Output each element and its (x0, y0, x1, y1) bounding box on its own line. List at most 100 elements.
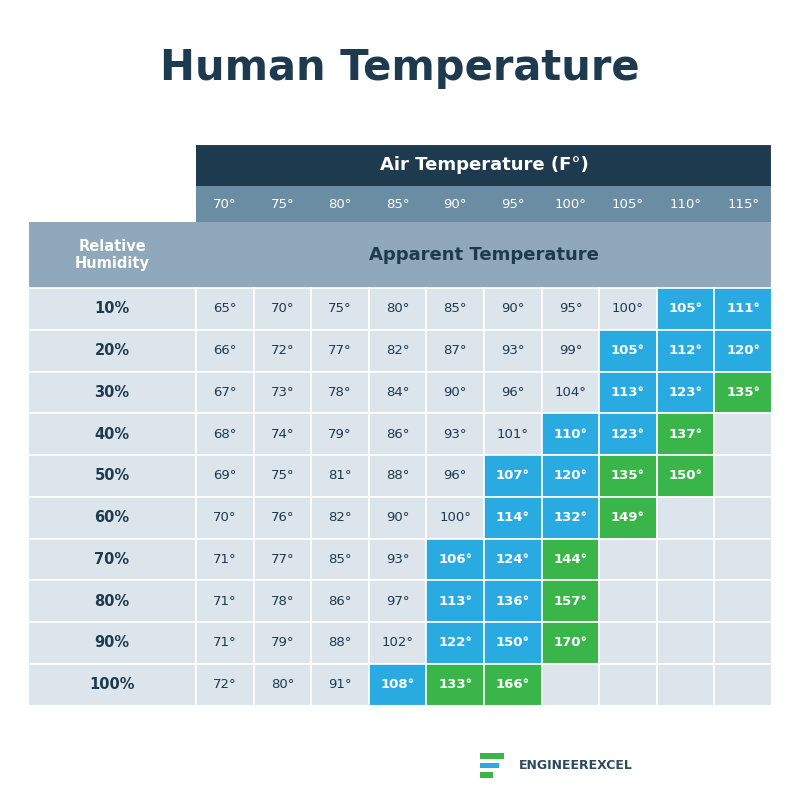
Text: 132°: 132° (554, 511, 587, 524)
Text: 75°: 75° (270, 470, 294, 482)
Text: 95°: 95° (558, 302, 582, 315)
Text: 75°: 75° (328, 302, 352, 315)
Text: 80°: 80° (328, 198, 352, 210)
Text: 150°: 150° (669, 470, 702, 482)
Text: ENGINEEREXCEL: ENGINEEREXCEL (518, 759, 632, 772)
Text: 67°: 67° (213, 386, 237, 399)
Text: 99°: 99° (558, 344, 582, 357)
Text: 77°: 77° (270, 553, 294, 566)
Text: 74°: 74° (270, 428, 294, 441)
Text: 137°: 137° (669, 428, 702, 441)
Text: 97°: 97° (386, 594, 410, 608)
Text: 87°: 87° (443, 344, 467, 357)
Text: 93°: 93° (386, 553, 410, 566)
Text: 70°: 70° (213, 198, 237, 210)
Text: 77°: 77° (328, 344, 352, 357)
Text: 101°: 101° (497, 428, 529, 441)
Text: 170°: 170° (554, 637, 587, 650)
Text: 100%: 100% (90, 678, 134, 692)
Text: 100°: 100° (439, 511, 471, 524)
Text: 71°: 71° (213, 594, 237, 608)
Text: 100°: 100° (554, 198, 586, 210)
Text: 69°: 69° (213, 470, 237, 482)
Text: 88°: 88° (386, 470, 410, 482)
Text: 78°: 78° (328, 386, 352, 399)
Text: Air Temperature (F°): Air Temperature (F°) (380, 156, 588, 174)
Text: 133°: 133° (438, 678, 472, 691)
Text: 85°: 85° (386, 198, 410, 210)
Text: 136°: 136° (496, 594, 530, 608)
Text: 72°: 72° (213, 678, 237, 691)
Text: 85°: 85° (443, 302, 467, 315)
Text: 124°: 124° (496, 553, 530, 566)
Text: 76°: 76° (270, 511, 294, 524)
Text: 90°: 90° (443, 198, 467, 210)
Text: 102°: 102° (382, 637, 414, 650)
Text: 144°: 144° (554, 553, 587, 566)
Text: 85°: 85° (328, 553, 352, 566)
Text: 82°: 82° (328, 511, 352, 524)
Text: 90°: 90° (501, 302, 525, 315)
Text: 149°: 149° (611, 511, 645, 524)
Text: 30%: 30% (94, 385, 130, 400)
Text: 115°: 115° (727, 198, 759, 210)
Text: 105°: 105° (611, 344, 645, 357)
Text: 86°: 86° (328, 594, 352, 608)
Text: 91°: 91° (328, 678, 352, 691)
Text: 88°: 88° (328, 637, 352, 650)
Text: 82°: 82° (386, 344, 410, 357)
Text: 71°: 71° (213, 637, 237, 650)
Text: 70°: 70° (213, 511, 237, 524)
Text: 79°: 79° (270, 637, 294, 650)
Text: 10%: 10% (94, 302, 130, 316)
Text: 120°: 120° (554, 470, 587, 482)
Text: 104°: 104° (554, 386, 586, 399)
Text: 50%: 50% (94, 469, 130, 483)
Text: 110°: 110° (670, 198, 702, 210)
Text: 113°: 113° (438, 594, 472, 608)
Text: 107°: 107° (496, 470, 530, 482)
Text: 65°: 65° (213, 302, 237, 315)
Text: Human Temperature: Human Temperature (160, 47, 640, 89)
Text: 80°: 80° (386, 302, 410, 315)
Text: 123°: 123° (611, 428, 645, 441)
Text: 122°: 122° (438, 637, 472, 650)
Text: 96°: 96° (443, 470, 467, 482)
Text: 70°: 70° (270, 302, 294, 315)
Text: 135°: 135° (726, 386, 760, 399)
Text: 157°: 157° (554, 594, 587, 608)
Text: 135°: 135° (611, 470, 645, 482)
Text: 40%: 40% (94, 426, 130, 442)
Text: 90°: 90° (443, 386, 467, 399)
Text: 108°: 108° (381, 678, 414, 691)
Text: 20%: 20% (94, 343, 130, 358)
Text: 114°: 114° (496, 511, 530, 524)
Text: 68°: 68° (213, 428, 237, 441)
Text: 110°: 110° (554, 428, 587, 441)
Text: 80°: 80° (270, 678, 294, 691)
Text: 120°: 120° (726, 344, 760, 357)
Text: 90°: 90° (386, 511, 410, 524)
Text: 95°: 95° (501, 198, 525, 210)
Text: 150°: 150° (496, 637, 530, 650)
Text: 78°: 78° (270, 594, 294, 608)
Text: 112°: 112° (669, 344, 702, 357)
Text: 123°: 123° (669, 386, 702, 399)
Text: 71°: 71° (213, 553, 237, 566)
Text: 105°: 105° (612, 198, 644, 210)
Text: 66°: 66° (213, 344, 237, 357)
Text: 90%: 90% (94, 635, 130, 650)
Text: 73°: 73° (270, 386, 294, 399)
Text: 60%: 60% (94, 510, 130, 525)
Text: 86°: 86° (386, 428, 410, 441)
Text: 75°: 75° (270, 198, 294, 210)
Text: 105°: 105° (669, 302, 702, 315)
Text: 93°: 93° (501, 344, 525, 357)
Text: 70%: 70% (94, 552, 130, 567)
Text: Apparent Temperature: Apparent Temperature (369, 246, 599, 264)
Text: 84°: 84° (386, 386, 410, 399)
Text: 93°: 93° (443, 428, 467, 441)
Text: 111°: 111° (726, 302, 760, 315)
Text: 81°: 81° (328, 470, 352, 482)
Text: 100°: 100° (612, 302, 644, 315)
